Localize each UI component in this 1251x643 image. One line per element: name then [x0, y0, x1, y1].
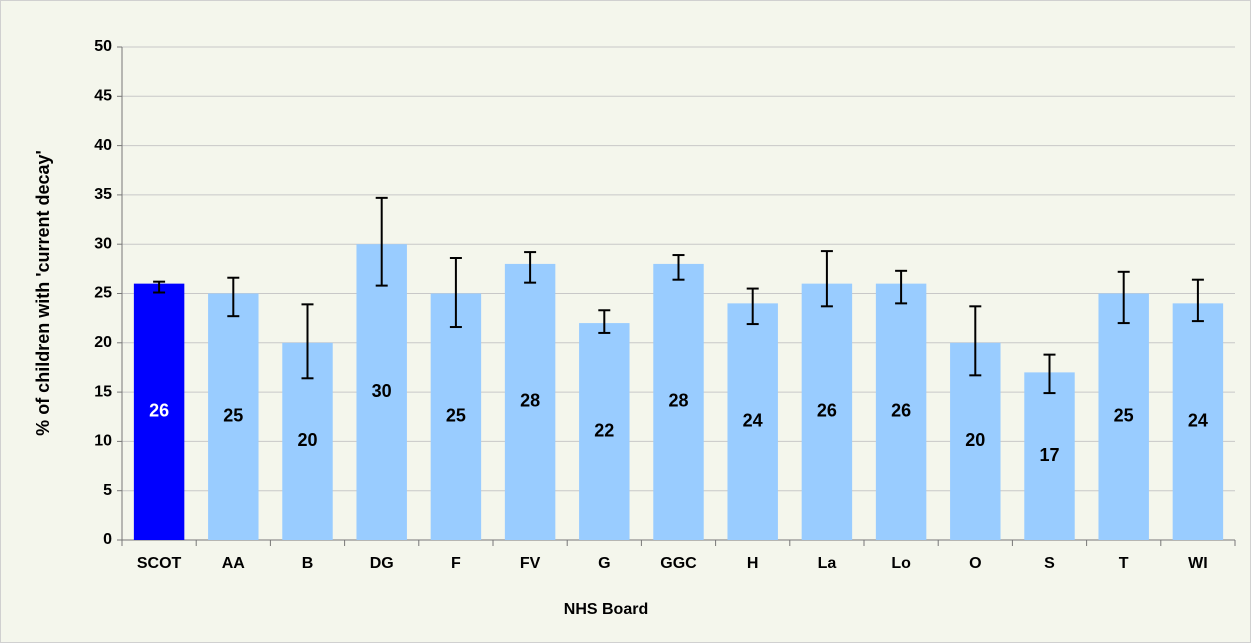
- x-tick-label: G: [598, 555, 610, 572]
- x-tick-label: AA: [222, 555, 246, 572]
- y-tick-label: 35: [94, 186, 112, 203]
- data-label: 24: [743, 410, 763, 430]
- bar: [356, 244, 407, 540]
- bar: [133, 283, 185, 540]
- data-label: 25: [223, 406, 243, 426]
- y-tick-label: 25: [94, 285, 112, 302]
- x-tick-label: Lo: [891, 555, 911, 572]
- bar: [579, 323, 630, 540]
- x-tick-label: T: [1119, 555, 1129, 572]
- bar: [801, 283, 853, 540]
- y-tick-label: 40: [94, 137, 112, 154]
- x-tick-label: FV: [520, 555, 541, 572]
- bar: [1024, 372, 1075, 540]
- bar: [208, 293, 259, 540]
- x-tick-label: H: [747, 555, 759, 572]
- x-tick-label: F: [451, 555, 461, 572]
- y-tick-label: 20: [94, 334, 112, 351]
- y-tick-label: 30: [94, 235, 112, 252]
- data-label: 24: [1188, 410, 1208, 430]
- y-tick-label: 0: [103, 531, 112, 548]
- x-tick-label: La: [818, 555, 837, 572]
- bar: [504, 263, 556, 540]
- bar: [875, 283, 927, 540]
- bar: [1172, 303, 1224, 540]
- y-tick-label: 5: [103, 482, 112, 499]
- data-label: 26: [149, 401, 169, 421]
- y-tick-label: 15: [94, 383, 112, 400]
- x-tick-label: B: [302, 555, 314, 572]
- x-tick-label: WI: [1188, 555, 1208, 572]
- bar: [1098, 293, 1149, 540]
- data-label: 28: [520, 391, 540, 411]
- data-label: 28: [668, 391, 688, 411]
- x-tick-label: SCOT: [137, 555, 182, 572]
- data-label: 20: [297, 430, 317, 450]
- y-tick-label: 10: [94, 433, 112, 450]
- x-axis-label: NHS Board: [564, 601, 648, 618]
- data-label: 20: [965, 430, 985, 450]
- x-tick-label: DG: [370, 555, 394, 572]
- y-tick-label: 50: [94, 38, 112, 55]
- data-label: 25: [1114, 406, 1134, 426]
- y-tick-label: 45: [94, 88, 112, 105]
- x-tick-label: O: [969, 555, 981, 572]
- x-tick-label: GGC: [660, 555, 697, 572]
- bar: [430, 293, 482, 540]
- x-tick-label: S: [1044, 555, 1055, 572]
- data-label: 22: [594, 420, 614, 440]
- data-label: 26: [891, 401, 911, 421]
- bar: [727, 303, 778, 540]
- data-label: 26: [817, 401, 837, 421]
- y-axis-label: % of children with 'current decay': [33, 150, 53, 436]
- data-label: 25: [446, 406, 466, 426]
- bar: [653, 263, 704, 540]
- data-label: 17: [1039, 445, 1059, 465]
- data-label: 30: [372, 381, 392, 401]
